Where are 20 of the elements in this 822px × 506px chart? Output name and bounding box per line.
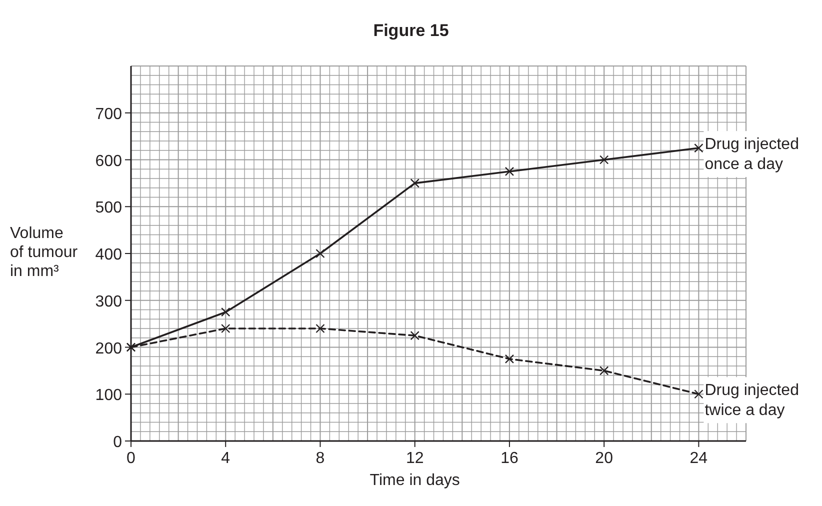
x-tick-label: 12	[406, 450, 424, 467]
x-tick-label: 16	[500, 450, 518, 467]
series-label: Drug injected once a day	[704, 136, 799, 174]
x-tick-label: 4	[221, 450, 230, 467]
y-tick-label: 100	[95, 387, 122, 404]
y-tick-label: 0	[113, 434, 122, 451]
y-axis-title: Volume of tumour in mm³	[10, 225, 78, 280]
x-tick-label: 8	[316, 450, 325, 467]
series-label: Drug injected twice a day	[704, 382, 799, 420]
x-tick-label: 20	[595, 450, 614, 467]
y-tick-label: 300	[95, 293, 122, 310]
x-tick-label: 24	[690, 450, 708, 467]
y-tick-label: 500	[95, 200, 122, 217]
chart-title: Figure 15	[373, 21, 449, 40]
y-tick-label: 600	[95, 152, 122, 170]
y-tick-label: 700	[95, 106, 122, 123]
y-tick-label: 400	[95, 246, 122, 264]
x-tick-label: 0	[126, 450, 136, 467]
y-tick-label: 200	[95, 340, 122, 358]
x-axis-title: Time in days	[370, 472, 460, 489]
